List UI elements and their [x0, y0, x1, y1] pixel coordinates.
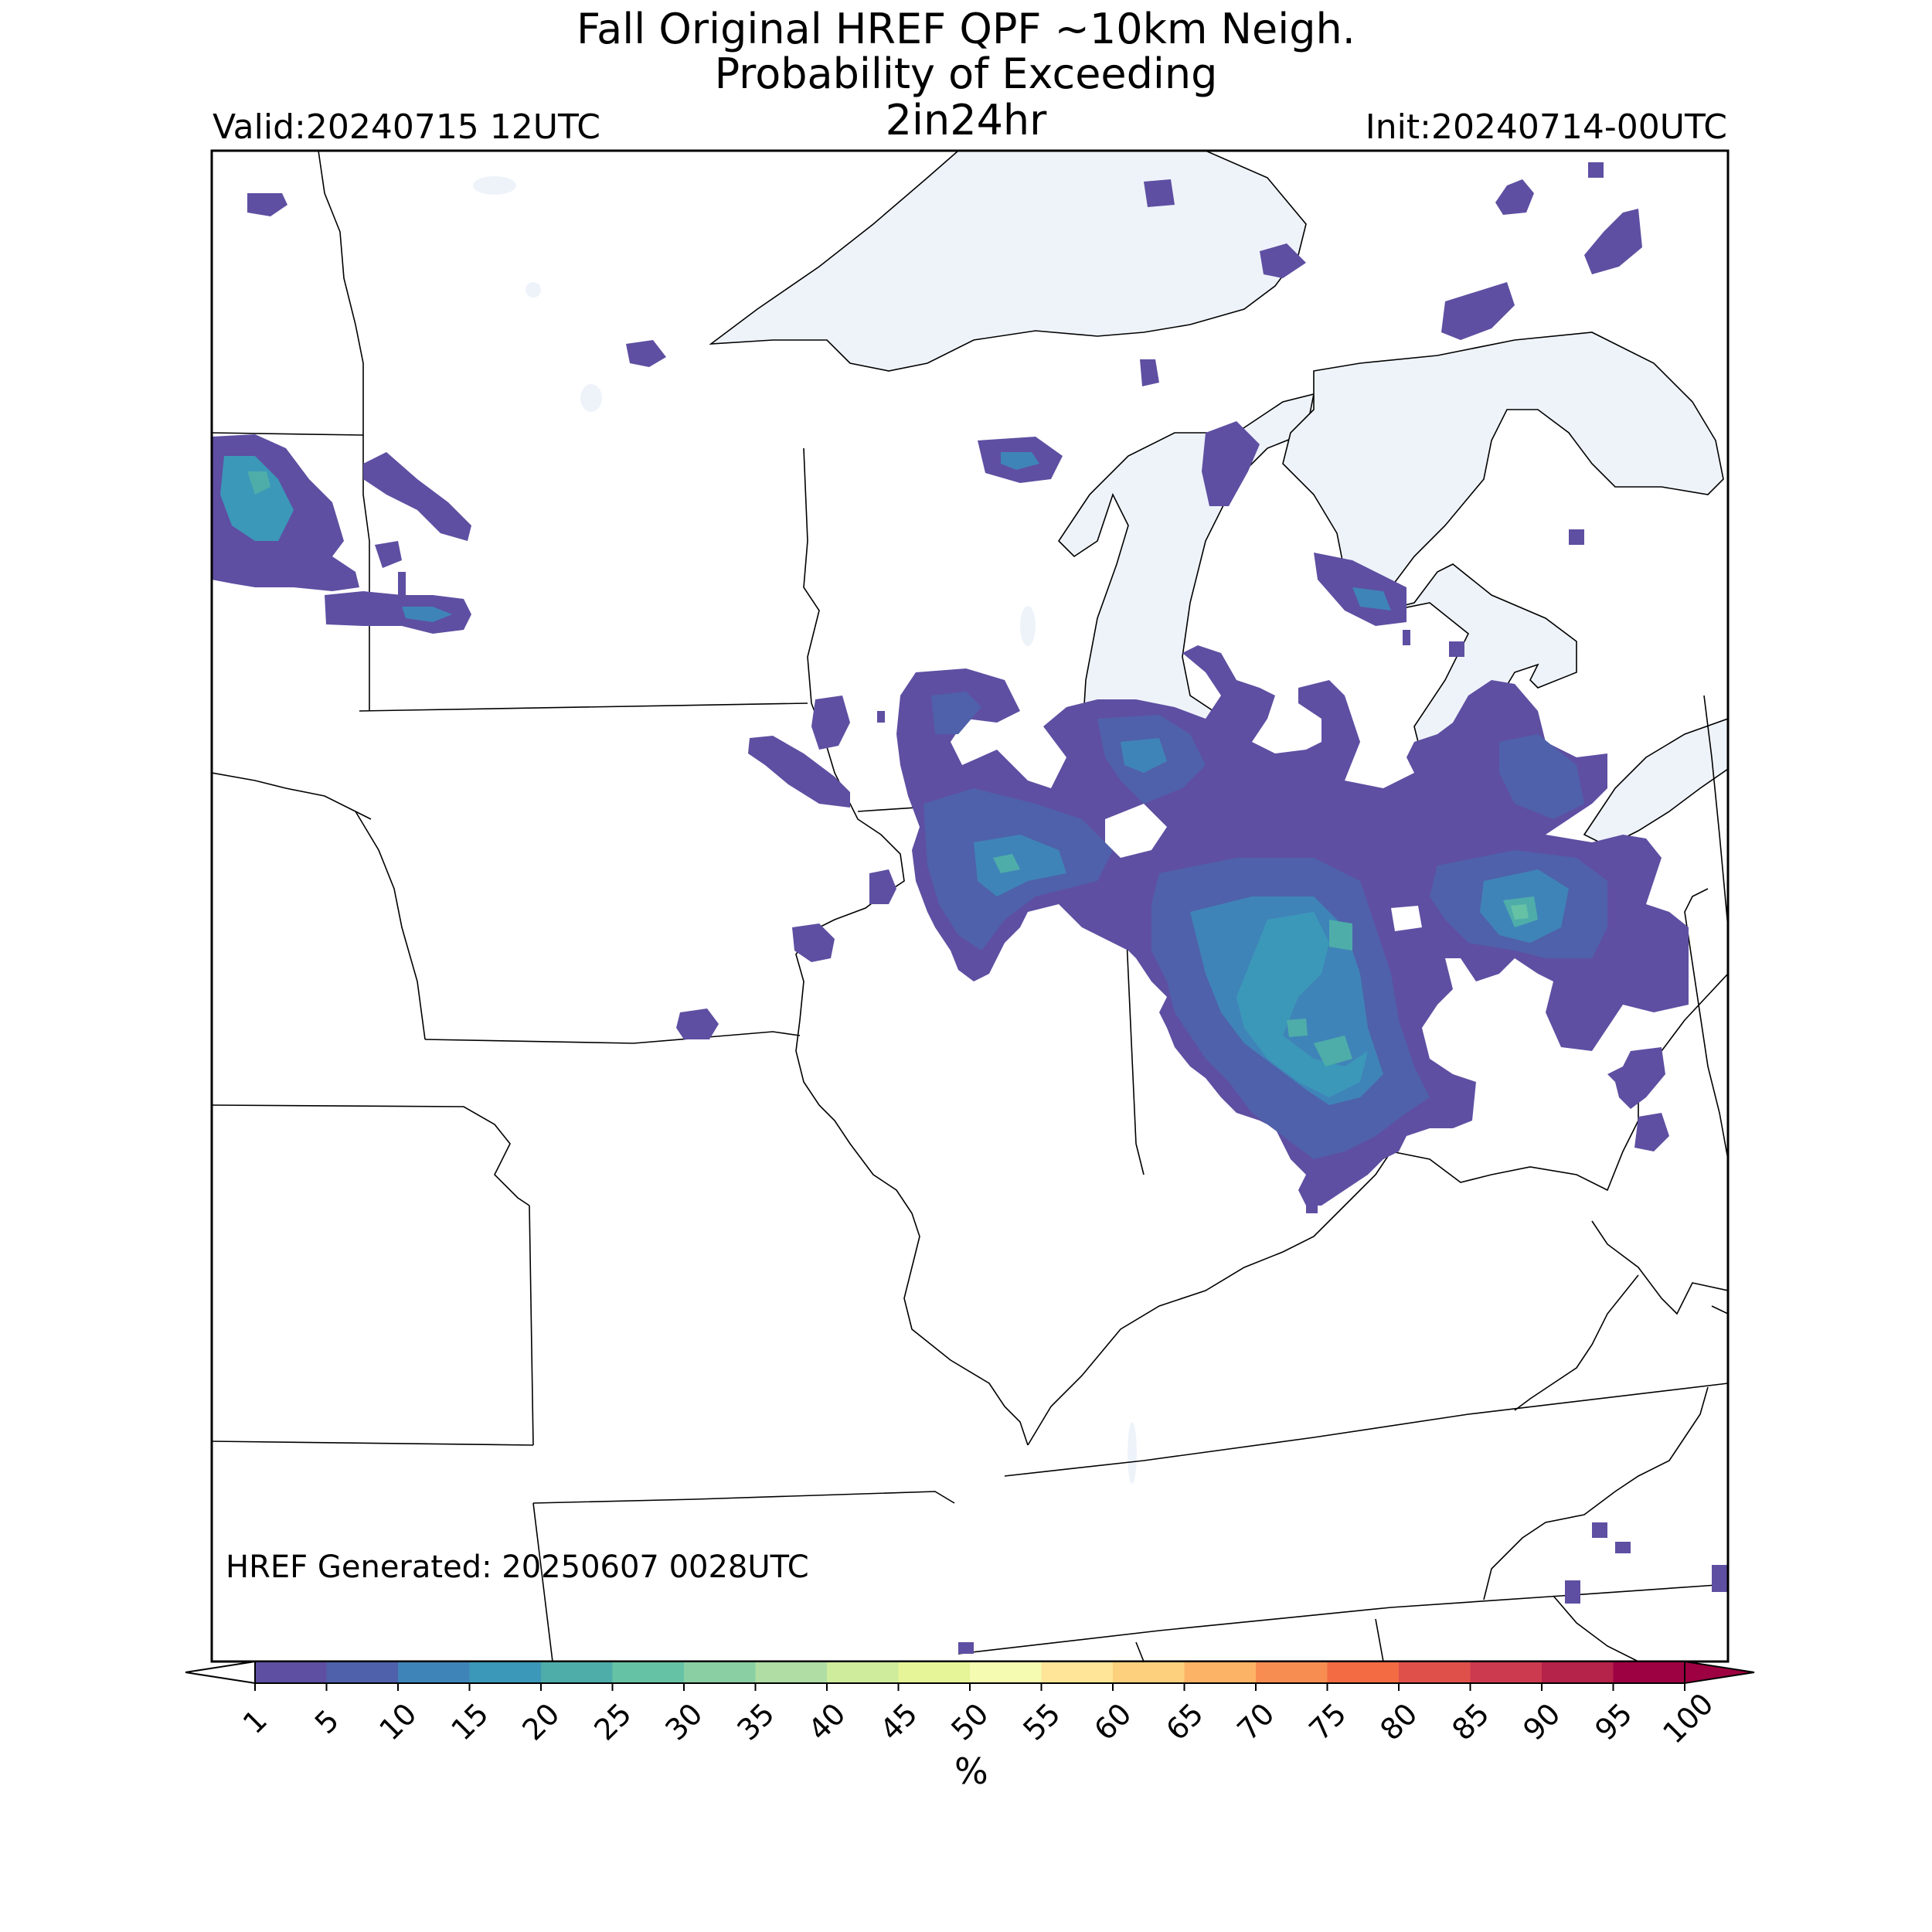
colorbar-unit-label: % — [954, 1750, 988, 1792]
valid-time-label: Valid:20240715 12UTC — [213, 107, 601, 147]
colorbar-swatch — [1041, 1662, 1114, 1683]
colorbar-swatch — [1470, 1662, 1543, 1683]
colorbar-swatch — [1184, 1662, 1257, 1683]
title-line-2: Probability of Exceeding — [714, 49, 1218, 98]
colorbar-swatch — [1327, 1662, 1400, 1683]
colorbar-swatch — [541, 1662, 613, 1683]
colorbar-swatch — [898, 1662, 971, 1683]
colorbar-over-extension — [1684, 1660, 1755, 1685]
colorbar — [185, 1660, 1755, 1691]
colorbar-swatch — [612, 1662, 685, 1683]
title-line-1: Fall Original HREF QPF ~10km Neigh. — [577, 5, 1355, 53]
title-line-3: 2in24hr — [885, 96, 1047, 145]
colorbar-swatch — [1542, 1662, 1614, 1683]
colorbar-swatch — [827, 1662, 899, 1683]
colorbar-under-extension — [185, 1660, 256, 1685]
colorbar-swatch — [684, 1662, 756, 1683]
colorbar-swatch — [1113, 1662, 1185, 1683]
colorbar-swatch — [1256, 1662, 1328, 1683]
init-time-label: Init:20240714-00UTC — [1365, 107, 1727, 147]
colorbar-swatch — [398, 1662, 470, 1683]
generated-timestamp: HREF Generated: 20250607 0028UTC — [226, 1549, 809, 1585]
colorbar-swatch — [469, 1662, 542, 1683]
colorbar-swatch — [255, 1662, 327, 1683]
inland-lakes — [473, 176, 1137, 1484]
colorbar-swatch — [1613, 1662, 1685, 1683]
colorbar-swatch — [755, 1662, 828, 1683]
colorbar-swatch — [326, 1662, 399, 1683]
probability-field — [212, 162, 1728, 1654]
colorbar-swatch — [970, 1662, 1042, 1683]
colorbar-swatch — [1399, 1662, 1471, 1683]
